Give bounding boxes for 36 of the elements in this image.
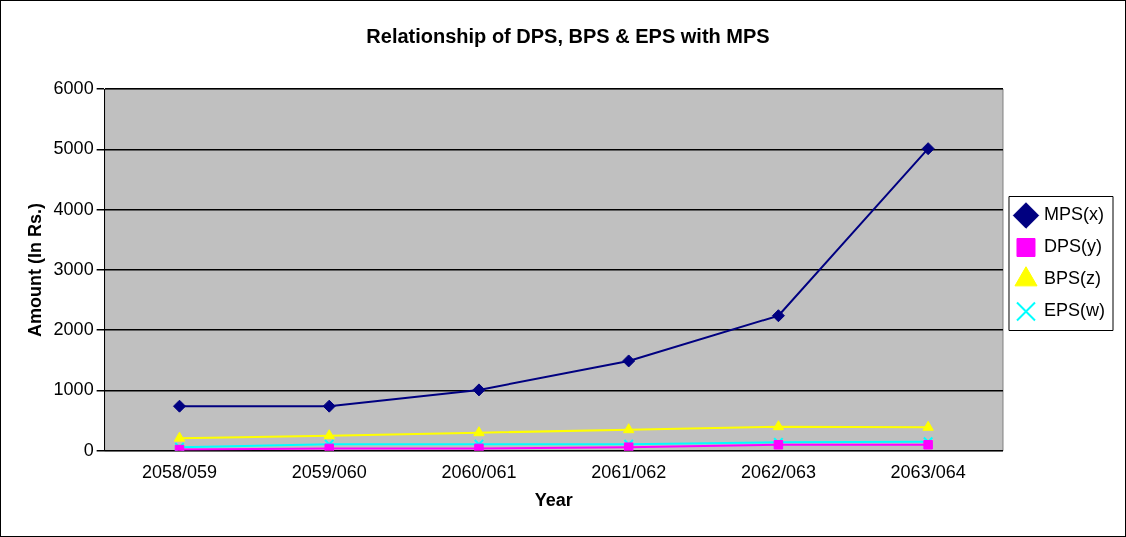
legend-label: EPS(w) — [1044, 300, 1106, 321]
point — [772, 420, 785, 431]
y-axis-title: Amount (In Rs.) — [24, 202, 45, 337]
legend-label: BPS(z) — [1044, 268, 1102, 289]
y-tick-label: 5000 — [53, 138, 94, 159]
point — [923, 440, 933, 450]
x-tick-label: 2058/059 — [141, 461, 218, 482]
x-tick-label: 2062/063 — [740, 461, 816, 482]
point — [474, 443, 484, 451]
point — [324, 443, 334, 451]
y-tick-label: 3000 — [53, 258, 94, 279]
x-axis-title: Year — [534, 490, 573, 511]
point — [473, 426, 485, 437]
point — [472, 383, 486, 397]
x-tick-label: 2063/064 — [890, 461, 966, 482]
y-tick-label: 2000 — [53, 319, 94, 340]
point — [173, 431, 186, 442]
y-tick-label: 0 — [83, 439, 94, 460]
x-tick-label: 2060/061 — [441, 461, 517, 482]
x-tick-label: 2059/060 — [291, 461, 367, 482]
point — [771, 309, 785, 323]
point — [921, 142, 935, 156]
point — [173, 399, 187, 413]
point — [622, 354, 636, 368]
y-tick-label: 4000 — [53, 198, 94, 219]
y-tick-label: 6000 — [53, 77, 94, 98]
x-tick-label: 2061/062 — [591, 461, 667, 482]
y-tick-label: 1000 — [53, 379, 94, 400]
point — [622, 423, 635, 434]
chart-title: Relationship of DPS, BPS & EPS with MPS — [366, 24, 770, 47]
legend-label: DPS(y) — [1044, 236, 1102, 257]
point — [322, 399, 336, 413]
point — [922, 420, 934, 431]
point — [623, 442, 634, 451]
point — [323, 429, 335, 440]
legend-label: MPS(x) — [1044, 204, 1104, 225]
